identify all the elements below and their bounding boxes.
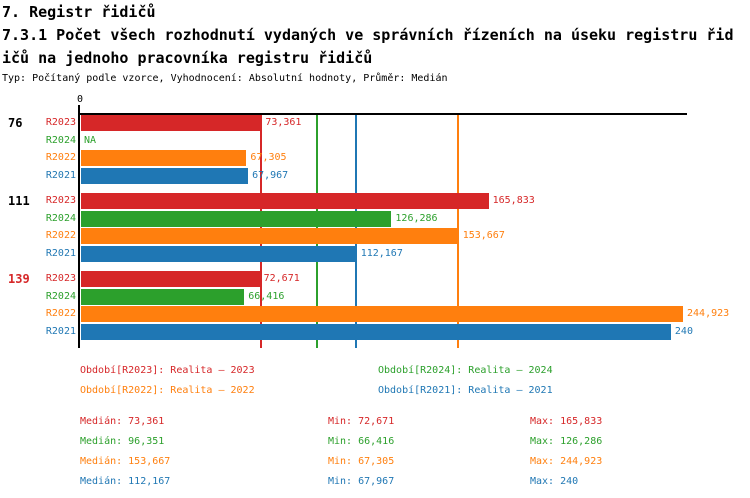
series-label-r2022: R2022 xyxy=(45,230,76,241)
stat-min-r2023: Min: 72,671 xyxy=(328,416,395,427)
bar-value-label: 66,416 xyxy=(248,290,285,302)
bar-139-r2022 xyxy=(81,306,684,322)
bar-value-label: 67,305 xyxy=(250,152,287,163)
bar-76-r2023 xyxy=(81,115,262,131)
bar-value-label: 165,833 xyxy=(492,195,535,206)
bar-111-r2024 xyxy=(81,210,392,227)
stat-max-r2024: Max: 126,286 xyxy=(530,436,603,447)
series-label-r2021: R2021 xyxy=(45,247,76,259)
bar-139-r2024 xyxy=(81,288,245,305)
x-axis-zero-tick-label: 0 xyxy=(76,94,84,105)
series-label-r2024: R2024 xyxy=(45,290,76,302)
legend-item-r2024: Období[R2024]: Realita – 2024 xyxy=(378,365,553,376)
series-label-r2023: R2023 xyxy=(45,195,76,206)
stat-max-r2023: Max: 165,833 xyxy=(530,416,603,427)
group-label-111: 111 xyxy=(8,194,30,208)
stat-max-r2021: Max: 240 xyxy=(530,476,579,487)
series-label-r2024: R2024 xyxy=(45,212,76,224)
bar-111-r2023 xyxy=(81,193,489,209)
bar-value-label: 112,167 xyxy=(360,247,403,259)
stat-max-r2022: Max: 244,923 xyxy=(530,456,603,467)
bar-111-r2022 xyxy=(81,228,459,244)
series-label-r2023: R2023 xyxy=(45,117,76,128)
series-label-r2024: R2024 xyxy=(45,134,76,146)
bar-139-r2021 xyxy=(81,323,671,340)
bar-value-label-na: NA xyxy=(84,134,97,146)
stat-min-r2021: Min: 67,967 xyxy=(328,476,395,487)
bar-76-r2022 xyxy=(81,150,247,166)
bar-value-label: 73,361 xyxy=(265,117,302,128)
bar-value-label: 153,667 xyxy=(462,230,505,241)
bar-value-label: 126,286 xyxy=(395,212,438,224)
y-axis-line xyxy=(78,105,80,348)
legend-item-r2021: Období[R2021]: Realita – 2021 xyxy=(378,385,553,396)
stat-median-r2024: Medián: 96,351 xyxy=(80,436,165,447)
stat-min-r2024: Min: 66,416 xyxy=(328,436,395,447)
group-label-139: 139 xyxy=(8,272,30,286)
series-label-r2021: R2021 xyxy=(45,169,76,181)
chart-subtitle-line1: 7.3.1 Počet všech rozhodnutí vydaných ve… xyxy=(2,26,734,44)
stat-median-r2021: Medián: 112,167 xyxy=(80,476,171,487)
bar-139-r2023 xyxy=(81,271,260,287)
group-label-76: 76 xyxy=(8,116,23,130)
stat-min-r2022: Min: 67,305 xyxy=(328,456,395,467)
bar-value-label: 244,923 xyxy=(687,308,730,319)
bar-value-label: 240 xyxy=(674,325,693,337)
stat-median-r2022: Medián: 153,667 xyxy=(80,456,171,467)
series-label-r2022: R2022 xyxy=(45,308,76,319)
stat-median-r2023: Medián: 73,361 xyxy=(80,416,165,427)
x-axis-line xyxy=(79,113,687,115)
legend-item-r2023: Období[R2023]: Realita – 2023 xyxy=(80,365,255,376)
chart-meta-line: Typ: Počítaný podle vzorce, Vyhodnocení:… xyxy=(2,73,448,84)
page-title: 7. Registr řidičů xyxy=(2,3,156,21)
chart-subtitle-line2: ičů na jednoho pracovníka registru řidič… xyxy=(2,49,373,67)
series-label-r2021: R2021 xyxy=(45,325,76,337)
bar-value-label: 67,967 xyxy=(252,169,289,181)
bar-value-label: 72,671 xyxy=(263,273,300,284)
bar-111-r2021 xyxy=(81,245,357,262)
series-label-r2023: R2023 xyxy=(45,273,76,284)
bar-chart: 0 76 R2023 73,361 R2024 NA R2022 67,305 R2021 67… xyxy=(8,94,730,348)
legend-item-r2022: Období[R2022]: Realita – 2022 xyxy=(80,385,255,396)
series-label-r2022: R2022 xyxy=(45,152,76,163)
bar-76-r2021 xyxy=(81,167,249,184)
